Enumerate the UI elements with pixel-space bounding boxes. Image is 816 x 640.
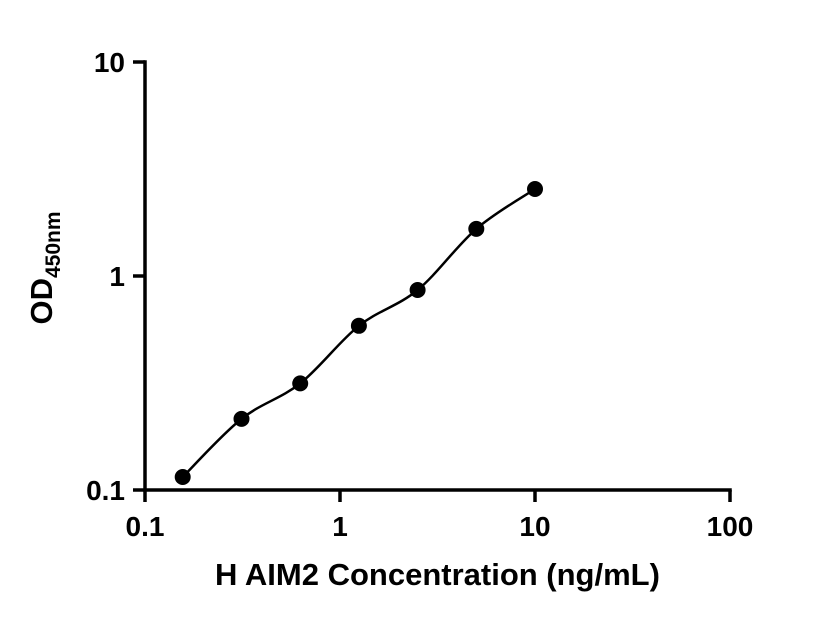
y-tick-label: 1 <box>109 261 125 292</box>
data-point <box>292 375 309 392</box>
data-point <box>233 410 250 427</box>
y-tick-label: 0.1 <box>86 475 125 506</box>
data-point <box>350 317 367 334</box>
data-point <box>409 282 426 298</box>
data-point <box>468 220 485 237</box>
y-tick-label: 10 <box>94 47 125 78</box>
x-tick-label: 1 <box>332 511 348 542</box>
x-tick-label: 10 <box>519 511 550 542</box>
y-axis-title: OD450nm <box>24 211 65 324</box>
x-axis-title: H AIM2 Concentration (ng/mL) <box>215 557 660 592</box>
data-point <box>174 469 191 485</box>
data-point <box>527 181 543 197</box>
x-tick-label: 0.1 <box>126 511 165 542</box>
x-tick-label: 100 <box>707 511 754 542</box>
